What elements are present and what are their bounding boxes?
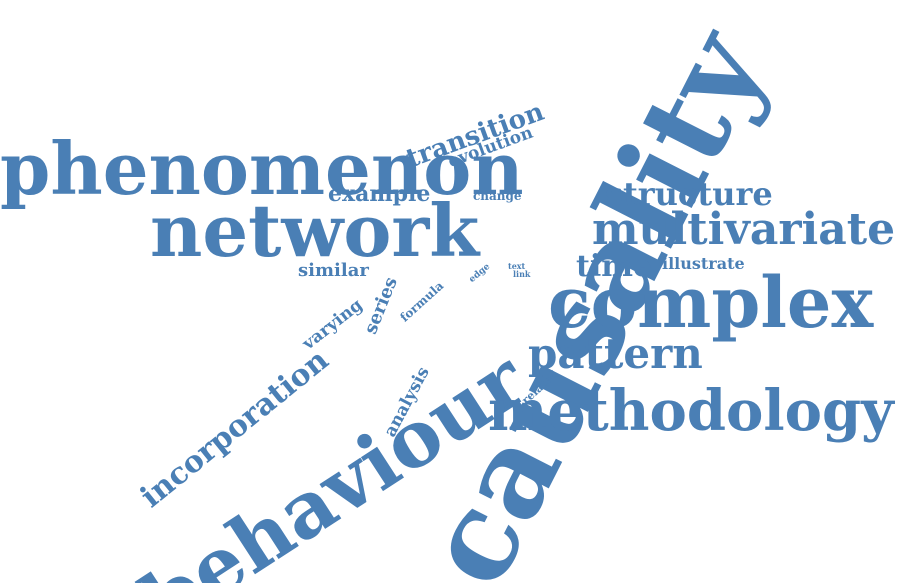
word-methodology: methodology <box>488 378 894 444</box>
word-structure: structure <box>605 175 773 213</box>
word-change: change <box>473 189 522 203</box>
word-multivariate: multivariate <box>592 204 896 255</box>
word-link: link <box>513 269 531 279</box>
word-time: time <box>576 249 653 284</box>
word-complex: complex <box>548 261 874 344</box>
word-illustrate: illustrate <box>662 254 745 273</box>
word-phenomenon: phenomenon <box>0 126 524 211</box>
word-text: text <box>508 261 526 271</box>
word-network: network <box>150 188 480 273</box>
word-varying: varying <box>298 295 367 355</box>
word-formula: formula <box>397 278 447 325</box>
word-series: series <box>360 274 402 338</box>
word-example: example <box>328 181 431 207</box>
word-pattern: pattern <box>528 329 703 378</box>
word-similar: similar <box>298 260 369 281</box>
